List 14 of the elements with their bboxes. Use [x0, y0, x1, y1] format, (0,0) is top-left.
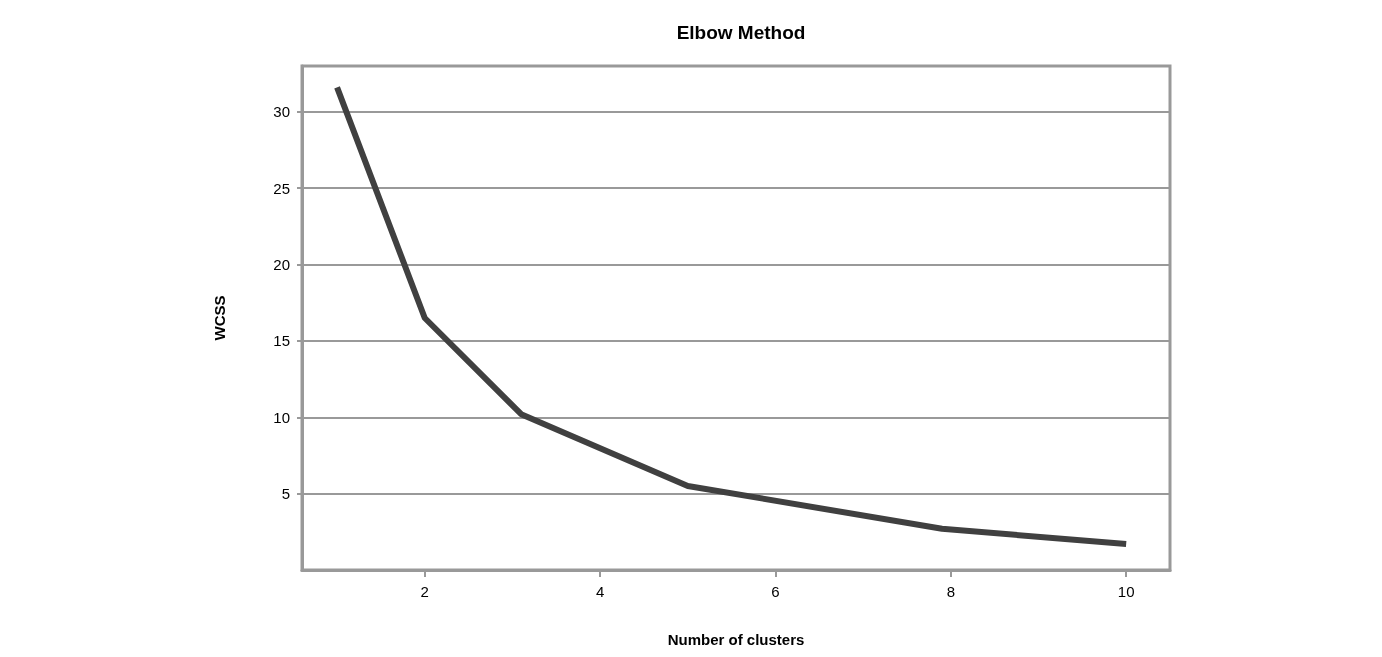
x-axis-title: Number of clusters: [667, 631, 805, 648]
x-tick-label: 8: [946, 583, 955, 600]
chart-title: Elbow Method: [676, 22, 806, 43]
y-tick-label: 20: [273, 256, 290, 274]
y-tick-label: 25: [273, 179, 290, 197]
y-tick-label: 15: [273, 332, 290, 350]
x-tick-label: 4: [595, 583, 605, 600]
x-tick-label: 2: [420, 583, 429, 600]
y-tick-label: 5: [281, 485, 290, 503]
y-tick-label: 10: [273, 408, 290, 426]
y-axis-title: WCSS: [211, 295, 228, 341]
y-tick-label: 30: [273, 103, 290, 121]
x-tick-label: 10: [1117, 583, 1135, 600]
x-tick-label: 6: [771, 583, 780, 600]
